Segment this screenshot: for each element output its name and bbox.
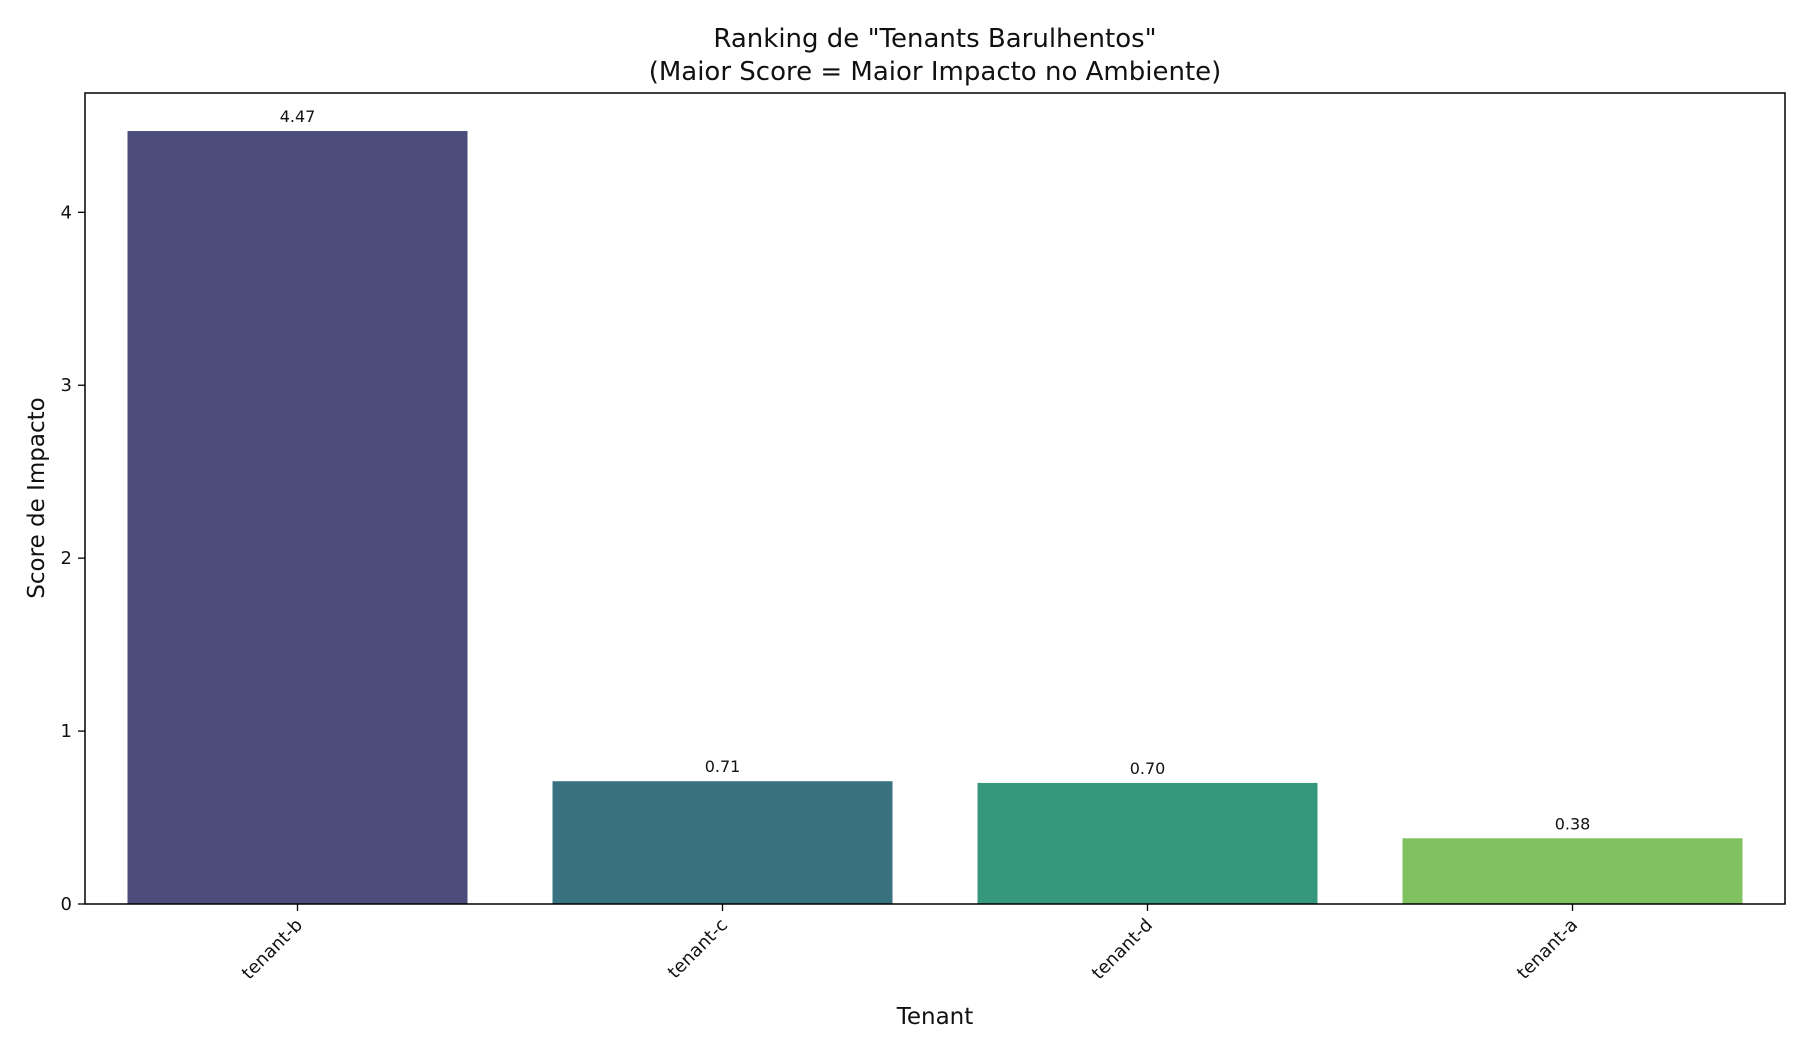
y-axis-label: Score de Impacto [24,397,50,598]
x-axis-label: Tenant [896,1004,974,1030]
chart-title: Ranking de "Tenants Barulhentos" [713,24,1156,54]
chart-subtitle: (Maior Score = Maior Impacto no Ambiente… [649,57,1222,87]
bar-tenant-b [127,131,468,904]
bar-tenant-d [977,782,1318,904]
x-tick-label-tenant-b: tenant-b [238,915,307,984]
y-tick-label: 4 [61,202,72,223]
value-label-tenant-a: 0.38 [1555,814,1591,833]
y-tick-label: 3 [61,375,72,396]
x-tick-label-tenant-a: tenant-a [1513,915,1582,984]
y-tick-label: 1 [61,721,72,742]
x-tick-label-tenant-c: tenant-c [664,915,732,983]
plot-frame [84,92,1786,905]
value-label-tenant-b: 4.47 [280,107,316,126]
y-tick-label: 0 [61,894,72,915]
x-tick-label-tenant-d: tenant-d [1088,915,1157,984]
value-label-tenant-d: 0.70 [1130,759,1166,778]
bar-tenant-c [552,781,893,904]
value-label-tenant-c: 0.71 [705,757,741,776]
bar-tenant-a [1402,838,1743,904]
y-tick-label: 2 [61,548,72,569]
